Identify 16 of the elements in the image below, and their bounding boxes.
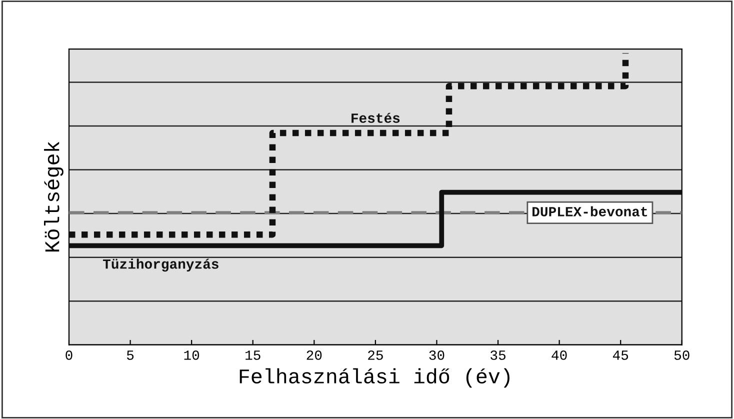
x-tick-label: 30 (429, 350, 444, 360)
x-tick-label: 40 (552, 350, 567, 360)
x-tick-label: 50 (674, 350, 690, 360)
x-tick-label: 20 (306, 350, 322, 360)
x-tick-label: 45 (612, 350, 628, 360)
x-tick-label: 25 (368, 350, 383, 360)
x-tick-label: 0 (66, 350, 72, 360)
y-axis-title: Költségek (44, 142, 64, 252)
x-axis-title: Felhasználási idő (év) (240, 368, 510, 388)
series-label: Tüzihorganyzás (102, 258, 218, 272)
series-label: DUPLEX-bevonat (532, 206, 647, 216)
x-tick-label: 15 (246, 350, 260, 360)
x-tick-label: 35 (490, 350, 506, 360)
x-tick-label: 5 (126, 350, 134, 360)
x-tick-label: 10 (184, 350, 200, 360)
series-label: Festés (352, 112, 400, 123)
